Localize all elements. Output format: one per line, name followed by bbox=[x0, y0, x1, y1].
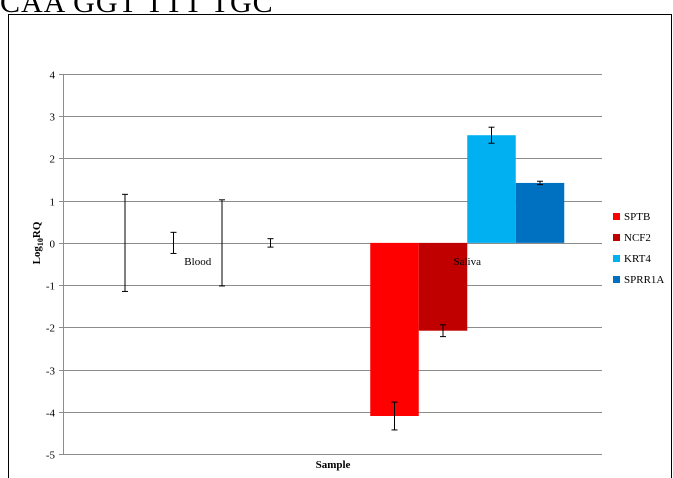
x-axis-title: Sample bbox=[316, 459, 351, 471]
legend-label-sprr1a: SPRR1A bbox=[624, 274, 664, 286]
legend-swatch-krt4 bbox=[613, 255, 620, 262]
error-bars bbox=[122, 126, 543, 431]
legend-label-ncf2: NCF2 bbox=[624, 232, 651, 244]
y-tick-label: 3 bbox=[50, 112, 56, 124]
chart-frame bbox=[8, 14, 672, 478]
y-tick-label: 0 bbox=[50, 239, 56, 251]
bars bbox=[370, 135, 565, 416]
category-label-blood: Blood bbox=[184, 256, 211, 268]
legend-label-krt4: KRT4 bbox=[624, 253, 651, 265]
y-tick-label: -3 bbox=[46, 366, 56, 378]
y-axis: -5 -4 -3 -2 -1 0 1 2 3 4 bbox=[46, 70, 64, 462]
y-tick-label: 4 bbox=[50, 70, 56, 82]
y-tick-label: 1 bbox=[50, 197, 56, 209]
y-tick-label: -5 bbox=[46, 450, 56, 462]
gridlines bbox=[63, 74, 602, 455]
y-axis-title-end: RQ bbox=[31, 221, 43, 238]
category-label-saliva: Saliva bbox=[454, 256, 482, 268]
legend-swatch-sptb bbox=[613, 213, 620, 220]
y-tick-label: -2 bbox=[46, 323, 55, 335]
legend: SPTB NCF2 KRT4 SPRR1A bbox=[613, 211, 664, 286]
legend-label-sptb: SPTB bbox=[624, 211, 650, 223]
y-tick-label: 2 bbox=[50, 154, 56, 166]
bar-sprr1a-saliva bbox=[515, 182, 565, 243]
category-labels: Blood Saliva bbox=[184, 256, 481, 268]
y-tick-label: -4 bbox=[46, 408, 56, 420]
bar-sptb-saliva bbox=[370, 242, 419, 416]
bar-ncf2-saliva bbox=[418, 242, 468, 331]
legend-swatch-ncf2 bbox=[613, 234, 620, 241]
bar-krt4-saliva bbox=[467, 135, 516, 243]
y-tick-label: -1 bbox=[46, 281, 55, 293]
y-axis-title-subscript: 10 bbox=[36, 238, 45, 246]
y-axis-title-main: Log bbox=[31, 246, 43, 265]
y-axis-title: Log10RQ bbox=[31, 221, 45, 264]
legend-swatch-sprr1a bbox=[613, 276, 620, 283]
